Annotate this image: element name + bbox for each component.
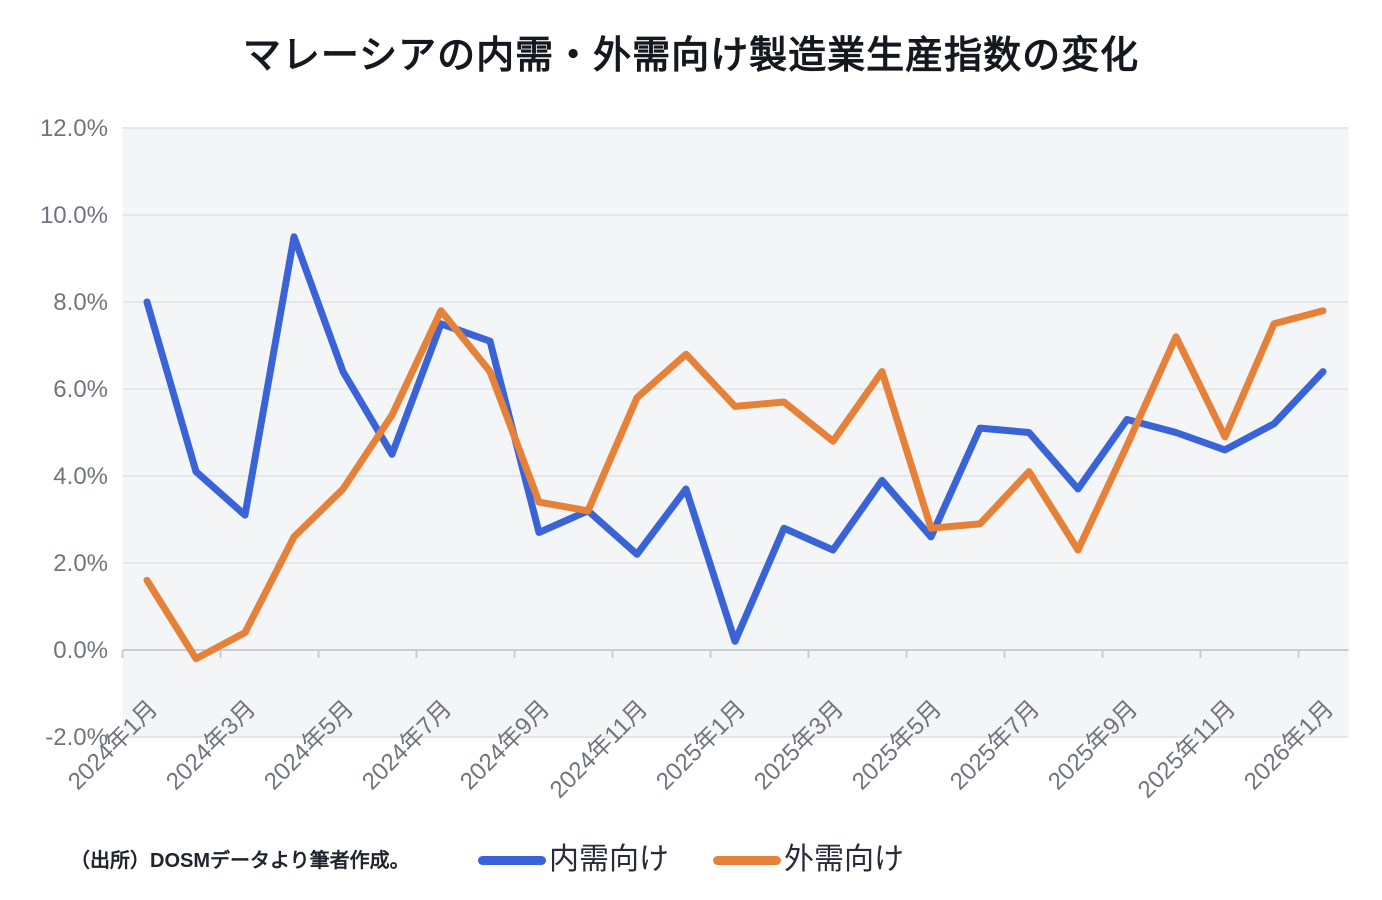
legend-item-domestic: 内需向け: [478, 845, 669, 875]
legend-label-external: 外需向け: [784, 843, 904, 876]
y-tick-label: 6.0%: [53, 376, 108, 403]
y-tick-label: 8.0%: [53, 289, 108, 316]
legend: 内需向け 外需向け: [0, 836, 1382, 884]
y-tick-label: 0.0%: [53, 637, 108, 664]
legend-swatch-domestic: [478, 855, 546, 865]
legend-item-external: 外需向け: [713, 845, 904, 875]
chart-footer: （出所）DOSMデータより筆者作成。 内需向け 外需向け: [0, 836, 1382, 884]
series-line-domestic: [143, 233, 1327, 645]
source-note: （出所）DOSMデータより筆者作成。: [70, 850, 410, 872]
legend-swatch-external: [713, 855, 781, 865]
y-tick-label: 2.0%: [53, 550, 108, 577]
y-tick-label: 10.0%: [40, 202, 108, 229]
y-tick-label: -2.0%: [45, 724, 108, 751]
y-tick-label: 4.0%: [53, 463, 108, 490]
series-line-external: [143, 307, 1327, 663]
chart-title: マレーシアの内需・外需向け製造業生産指数の変化: [242, 35, 1140, 77]
legend-label-domestic: 内需向け: [549, 843, 669, 876]
y-tick-label: 12.0%: [40, 115, 108, 142]
